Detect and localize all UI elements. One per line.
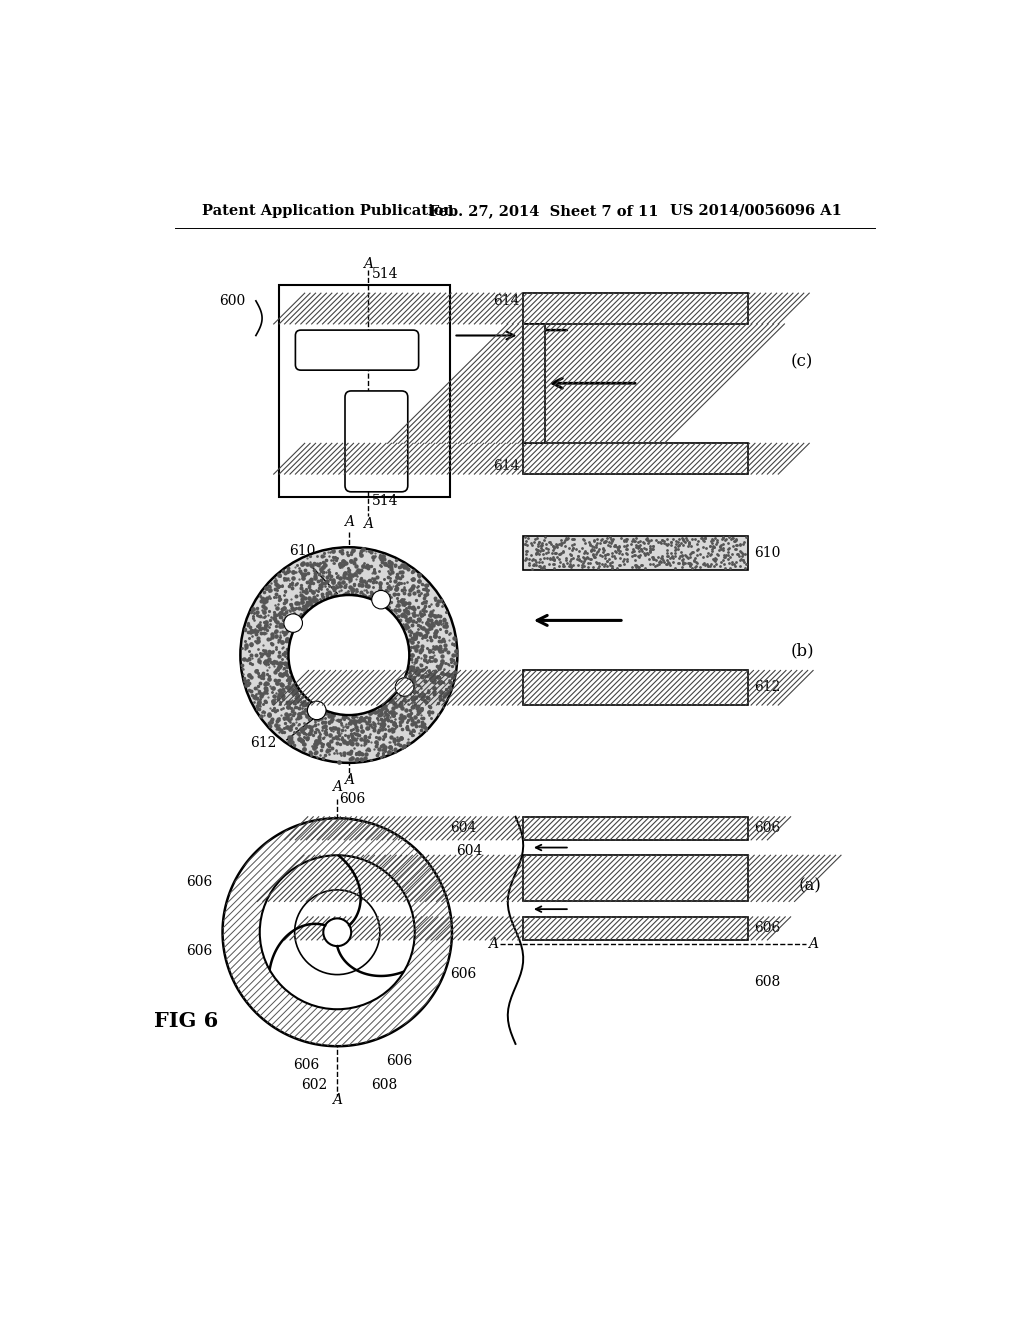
Text: 606: 606 — [386, 1055, 413, 1068]
Text: 608: 608 — [755, 975, 780, 989]
Text: 514: 514 — [372, 267, 398, 281]
Bar — [523, 323, 545, 444]
Bar — [523, 855, 748, 902]
Text: 514: 514 — [372, 494, 398, 508]
Text: 612: 612 — [251, 737, 276, 751]
Text: A: A — [488, 937, 499, 950]
Text: A: A — [332, 1093, 342, 1107]
Text: 606: 606 — [340, 792, 366, 807]
Bar — [280, 285, 450, 498]
Text: 604: 604 — [456, 845, 482, 858]
Text: 606: 606 — [186, 944, 212, 958]
Text: FIG 6: FIG 6 — [154, 1011, 218, 1031]
FancyBboxPatch shape — [345, 391, 408, 492]
Text: A: A — [332, 780, 342, 795]
Bar — [523, 536, 748, 570]
Text: 606: 606 — [186, 875, 212, 890]
Text: A: A — [344, 515, 354, 529]
Circle shape — [289, 595, 410, 715]
Text: A: A — [344, 774, 354, 788]
Circle shape — [307, 701, 326, 719]
Bar — [523, 917, 748, 940]
Bar — [523, 817, 748, 840]
Circle shape — [395, 677, 414, 696]
Circle shape — [295, 890, 380, 974]
Text: 602: 602 — [301, 1077, 327, 1092]
Text: 610: 610 — [289, 544, 315, 558]
Text: 612: 612 — [755, 680, 780, 694]
Text: Patent Application Publication: Patent Application Publication — [202, 203, 454, 218]
Circle shape — [324, 919, 351, 946]
Circle shape — [372, 590, 390, 609]
Text: 614: 614 — [493, 294, 519, 308]
Text: US 2014/0056096 A1: US 2014/0056096 A1 — [671, 203, 843, 218]
Text: Feb. 27, 2014  Sheet 7 of 11: Feb. 27, 2014 Sheet 7 of 11 — [429, 203, 658, 218]
Circle shape — [260, 855, 415, 1010]
Text: 608: 608 — [371, 1077, 397, 1092]
Text: A: A — [808, 937, 818, 950]
Text: 606: 606 — [755, 821, 780, 836]
Text: A: A — [364, 257, 374, 271]
Text: 610: 610 — [755, 545, 780, 560]
Text: 604: 604 — [451, 821, 477, 836]
Bar — [523, 293, 748, 323]
Text: 606: 606 — [451, 968, 477, 982]
Text: (b): (b) — [791, 642, 814, 659]
Circle shape — [241, 548, 458, 763]
Polygon shape — [222, 818, 452, 1047]
Text: (a): (a) — [799, 876, 821, 894]
FancyBboxPatch shape — [295, 330, 419, 370]
Text: 606: 606 — [293, 1059, 319, 1072]
Text: 614: 614 — [493, 459, 519, 474]
Bar — [523, 444, 748, 474]
Circle shape — [284, 614, 302, 632]
Text: 600: 600 — [219, 294, 246, 308]
Text: 606: 606 — [755, 921, 780, 936]
Bar — [523, 671, 748, 705]
Text: (c): (c) — [792, 354, 813, 371]
Text: A: A — [364, 517, 374, 531]
